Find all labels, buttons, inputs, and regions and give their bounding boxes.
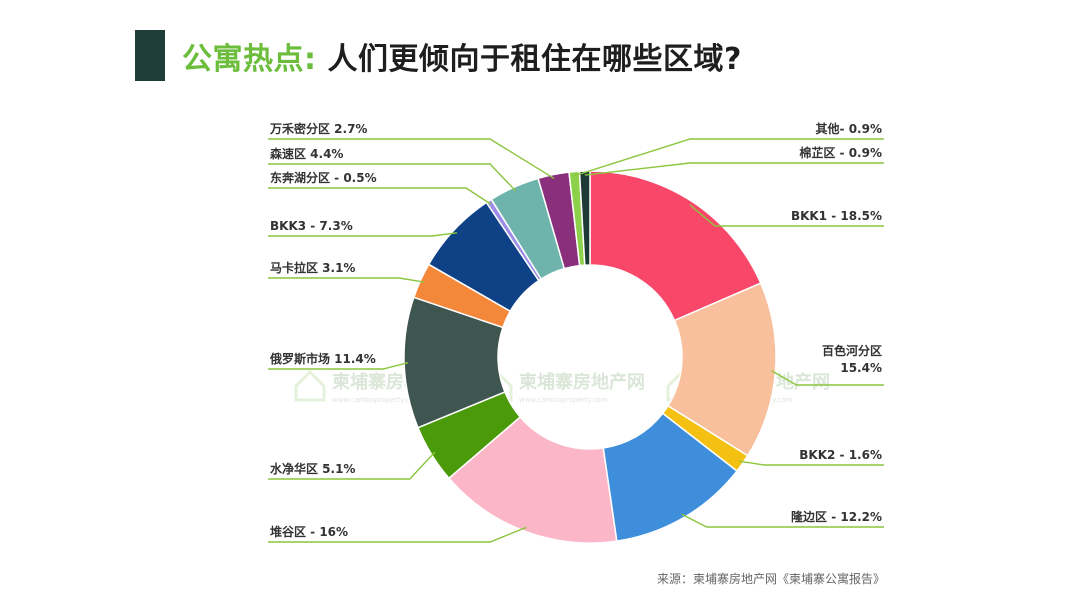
leader-lines bbox=[268, 138, 884, 543]
leader-line bbox=[268, 362, 409, 370]
leader-line bbox=[268, 277, 425, 283]
leader-line bbox=[268, 163, 517, 192]
slice-label: 棉芷区 - 0.9% bbox=[799, 145, 882, 160]
donut-slice bbox=[589, 170, 762, 322]
slice-label: 堆谷区 - 16% bbox=[270, 524, 348, 539]
slice-label: 水净华区 5.1% bbox=[270, 461, 355, 476]
leader-line bbox=[268, 187, 492, 205]
leader-line bbox=[584, 162, 884, 176]
slice-label: 东奔湖分区 - 0.5% bbox=[270, 170, 377, 185]
title-accent-text: 公寓热点: bbox=[182, 42, 317, 77]
slice-label: 百色河分区 15.4% bbox=[822, 343, 882, 375]
slice-label: BKK2 - 1.6% bbox=[799, 448, 882, 462]
watermark-url: www.camboproperty.com bbox=[332, 396, 421, 404]
slice-label: 万禾密分区 2.7% bbox=[269, 121, 367, 136]
leader-line bbox=[268, 526, 527, 543]
slice-labels: BKK1 - 18.5% 百色河分区 15.4% BKK2 - 1.6% 隆边区 - 1… bbox=[269, 121, 882, 539]
donut-slice bbox=[578, 170, 591, 266]
slice-label: 森速区 4.4% bbox=[270, 146, 343, 161]
donut-slice bbox=[447, 415, 618, 544]
leader-line bbox=[739, 460, 884, 466]
slice-label: 隆边区 - 12.2% bbox=[791, 509, 882, 524]
donut-slices bbox=[403, 170, 777, 544]
slice-label: 俄罗斯市场 11.4% bbox=[269, 351, 376, 366]
leader-line bbox=[268, 451, 436, 480]
leader-line bbox=[689, 204, 884, 227]
slice-label: 其他- 0.9% bbox=[816, 121, 882, 136]
watermark-url: www.camboproperty.com bbox=[519, 396, 608, 404]
slice-label: BKK1 - 18.5% bbox=[791, 209, 882, 223]
leader-line bbox=[681, 513, 884, 528]
source-note: 来源：柬埔寨房地产网《柬埔寨公寓报告》 bbox=[656, 572, 885, 586]
slice-label: 马卡拉区 3.1% bbox=[270, 260, 355, 275]
leader-line bbox=[771, 370, 884, 386]
leader-line bbox=[268, 232, 458, 237]
house-icon bbox=[294, 369, 326, 402]
page-title: 公寓热点: 人们更倾向于租住在哪些区域? bbox=[182, 34, 742, 78]
slice-label: BKK3 - 7.3% bbox=[270, 219, 353, 233]
title-accent-bar bbox=[135, 30, 165, 81]
watermark-text: 柬埔寨房地产网 bbox=[519, 371, 645, 393]
leader-line bbox=[574, 138, 884, 177]
title-main-text: 人们更倾向于租住在哪些区域? bbox=[316, 42, 742, 77]
leader-line bbox=[268, 138, 555, 180]
